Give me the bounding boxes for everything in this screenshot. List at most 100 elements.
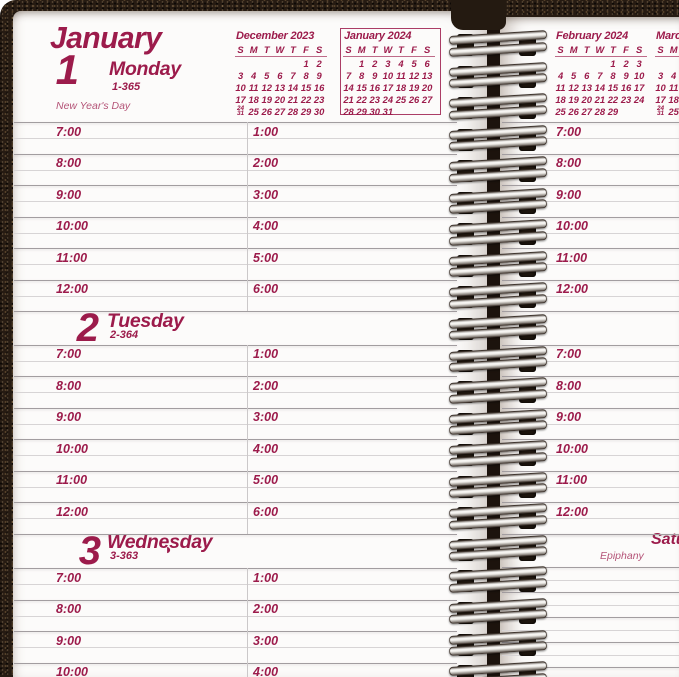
- time-label: 10:00: [556, 219, 588, 234]
- calendar-date: 15: [300, 81, 312, 93]
- weekday-letter: T: [290, 44, 296, 55]
- section-boundary-line: [502, 311, 679, 313]
- half-hour-line: [502, 360, 679, 362]
- half-hour-line: [14, 392, 457, 394]
- calendar-date: 10: [235, 81, 246, 93]
- calendar-date: 31: [382, 105, 394, 117]
- calendar-date: 4: [557, 69, 564, 81]
- hour-line: [14, 631, 457, 633]
- half-hour-line: [502, 423, 679, 425]
- time-label: 7:00: [556, 124, 582, 139]
- half-hour-line: [14, 295, 457, 297]
- mini-calendar-title: February 2024: [556, 30, 628, 42]
- hour-line: [502, 470, 679, 472]
- calendar-date: 21: [343, 93, 354, 105]
- time-label: 11:00: [556, 473, 588, 488]
- calendar-date: 3: [636, 58, 642, 69]
- time-label: 11:00: [56, 473, 88, 488]
- hour-line: [14, 662, 457, 664]
- calendar-date: 3: [237, 69, 244, 81]
- hour-line: [502, 122, 679, 123]
- time-label: 10:00: [56, 441, 88, 456]
- time-label: 12:00: [556, 282, 588, 297]
- weekday-underline: [235, 55, 327, 57]
- calendar-date: 17: [633, 81, 645, 93]
- half-hour-line: [14, 518, 457, 520]
- time-label: 3:00: [253, 410, 279, 425]
- calendar-date: 12: [568, 81, 579, 93]
- holiday-new-years-day: New Year's Day: [56, 100, 131, 112]
- weekday-letter: S: [345, 44, 352, 55]
- calendar-date: 22: [300, 93, 312, 105]
- half-hour-line: [14, 138, 457, 139]
- day-number-2: 2: [76, 306, 99, 350]
- calendar-date: 3: [657, 69, 664, 81]
- calendar-date: 10: [655, 81, 666, 93]
- calendar-date: 5: [571, 69, 577, 81]
- wire-loop: [448, 408, 548, 436]
- calendar-date: 18: [248, 93, 259, 105]
- calendar-date: 9: [316, 69, 322, 81]
- calendar-date: 4: [251, 69, 257, 81]
- half-hour-line: [14, 647, 457, 649]
- hour-line: [502, 153, 679, 155]
- weekend-ruled-line: [502, 642, 679, 643]
- half-hour-line: [502, 295, 679, 297]
- hour-line: [502, 407, 679, 409]
- weekend-ruled-line: [502, 654, 679, 656]
- weekday-letter: S: [424, 44, 431, 55]
- calendar-date: 16: [369, 81, 380, 93]
- time-label: 1:00: [253, 347, 279, 361]
- calendar-date: 2: [623, 58, 629, 69]
- calendar-date: 4: [671, 69, 677, 81]
- hour-line: [502, 502, 679, 504]
- time-label: 3:00: [253, 187, 279, 202]
- weekday-underline: [343, 55, 435, 57]
- wire-loop: [448, 566, 548, 593]
- weekday-letter: S: [657, 44, 664, 55]
- weekend-ruled-line: [502, 604, 679, 606]
- weekday-letter: M: [357, 44, 366, 55]
- calendar-date: 13: [581, 81, 592, 93]
- weekday-letter: S: [237, 44, 244, 55]
- column-divider: [247, 122, 248, 311]
- calendar-date: 10: [633, 69, 645, 81]
- wire-loop: [448, 440, 548, 467]
- calendar-date: 18: [668, 93, 679, 105]
- weekday-letter: S: [557, 44, 564, 55]
- calendar-date: 1: [610, 58, 616, 69]
- wire-loop: [448, 30, 548, 57]
- calendar-date: 20: [421, 81, 433, 93]
- time-label: 8:00: [56, 156, 82, 171]
- calendar-date: 1: [359, 58, 365, 69]
- weekday-letter: F: [623, 44, 629, 55]
- time-label: 10:00: [56, 665, 88, 677]
- weekend-ruled-line: [502, 629, 679, 631]
- half-hour-line: [14, 615, 457, 617]
- day-name-monday: Monday: [109, 58, 181, 80]
- calendar-date: 14: [594, 81, 606, 93]
- time-label: 5:00: [253, 250, 279, 265]
- half-hour-line: [502, 486, 679, 488]
- calendar-date: 17: [235, 93, 246, 105]
- time-label: 2:00: [253, 156, 279, 171]
- half-hour-line: [502, 518, 679, 520]
- time-label: 3:00: [253, 633, 279, 648]
- time-label: 7:00: [56, 570, 82, 585]
- half-hour-line: [14, 264, 457, 266]
- calendar-date: 13: [274, 81, 286, 93]
- weekday-letter: W: [275, 44, 285, 55]
- calendar-date: 28: [594, 105, 606, 117]
- calendar-date: 30: [313, 105, 325, 117]
- calendar-date: 8: [303, 69, 309, 81]
- hour-line: [14, 407, 457, 409]
- calendar-date: 22: [607, 93, 619, 105]
- calendar-date: 24: [633, 93, 645, 105]
- calendar-date: 18: [555, 93, 566, 105]
- day-name-tuesday: Tuesday: [107, 310, 184, 332]
- calendar-date: 26: [408, 93, 420, 105]
- mini-calendar-title: March 2024: [656, 30, 679, 42]
- weekday-letter: T: [583, 44, 590, 55]
- time-label: 11:00: [556, 250, 588, 265]
